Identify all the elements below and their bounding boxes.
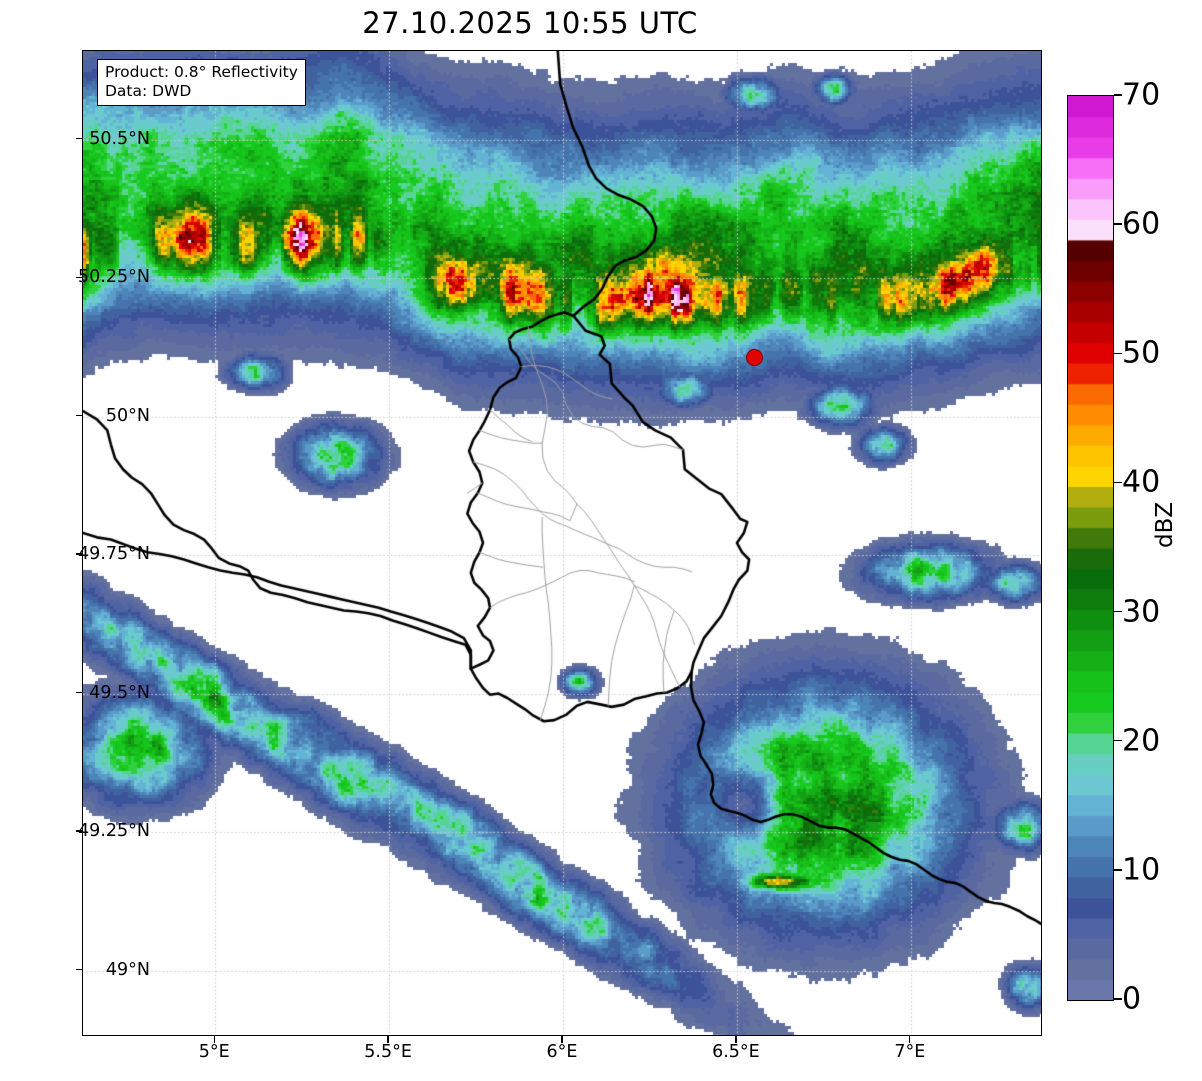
x-axis-tick-mark: [909, 1036, 911, 1043]
x-axis-tick-mark: [561, 1036, 563, 1043]
colorbar-tick-label: 60: [1122, 206, 1161, 242]
colorbar-tick-mark: [1114, 94, 1122, 96]
geographic-borders-layer: [83, 51, 1041, 1035]
x-axis-tick-label: 7°E: [894, 1042, 926, 1062]
y-axis-tick-mark: [76, 968, 83, 971]
y-axis-tick-mark: [76, 276, 83, 278]
x-axis-tick-label: 6.5°E: [712, 1042, 760, 1062]
y-axis-tick-label: 49°N: [105, 959, 150, 980]
colorbar-tick-mark: [1114, 869, 1122, 871]
colorbar-gradient: [1067, 95, 1114, 1001]
colorbar-tick-mark: [1114, 481, 1122, 484]
colorbar-tick-label: 50: [1122, 335, 1161, 371]
x-axis-tick-label: 5.5°E: [364, 1042, 412, 1062]
colorbar-tick-label: 0: [1122, 981, 1142, 1017]
radar-site-marker[interactable]: [746, 348, 764, 366]
info-product-line: Product: 0.8° Reflectivity: [105, 63, 298, 81]
y-axis-tick-label: 49.25°N: [78, 821, 150, 842]
colorbar-tick-label: 40: [1122, 464, 1161, 500]
x-axis-tick-mark: [213, 1036, 215, 1043]
colorbar-tick-mark: [1114, 998, 1122, 1000]
y-axis-tick-mark: [76, 691, 83, 694]
radar-plot-area[interactable]: Product: 0.8° Reflectivity Data: DWD: [82, 50, 1042, 1036]
colorbar-tick-label: 30: [1122, 594, 1161, 630]
info-data-line: Data: DWD: [105, 81, 192, 100]
y-axis-tick-mark: [76, 830, 83, 832]
y-axis-tick-label: 50°N: [105, 405, 150, 426]
colorbar-axis-label: dBZ: [1152, 501, 1178, 548]
colorbar-tick-label: 70: [1122, 77, 1161, 113]
info-box: Product: 0.8° Reflectivity Data: DWD: [97, 59, 306, 106]
colorbar-tick-mark: [1114, 223, 1122, 225]
x-axis-tick-mark: [387, 1036, 389, 1043]
y-axis-tick-label: 49.5°N: [89, 682, 150, 703]
y-axis-tick-mark: [76, 138, 83, 140]
x-axis-tick-label: 6°E: [546, 1042, 578, 1062]
colorbar-tick-mark: [1114, 610, 1122, 613]
y-axis-tick-label: 50.5°N: [89, 128, 150, 149]
colorbar-tick-label: 10: [1122, 852, 1161, 888]
y-axis-tick-mark: [76, 553, 83, 555]
colorbar-tick-mark: [1114, 352, 1122, 354]
colorbar-tick-label: 20: [1122, 723, 1161, 759]
y-axis-tick-mark: [76, 414, 83, 417]
y-axis-tick-label: 50.25°N: [78, 267, 150, 288]
page-title: 27.10.2025 10:55 UTC: [362, 6, 698, 40]
colorbar[interactable]: [1067, 95, 1114, 1001]
y-axis-tick-label: 49.75°N: [78, 544, 150, 565]
x-axis-tick-mark: [735, 1036, 737, 1043]
x-axis-tick-label: 5°E: [198, 1042, 230, 1062]
colorbar-tick-mark: [1114, 740, 1122, 742]
